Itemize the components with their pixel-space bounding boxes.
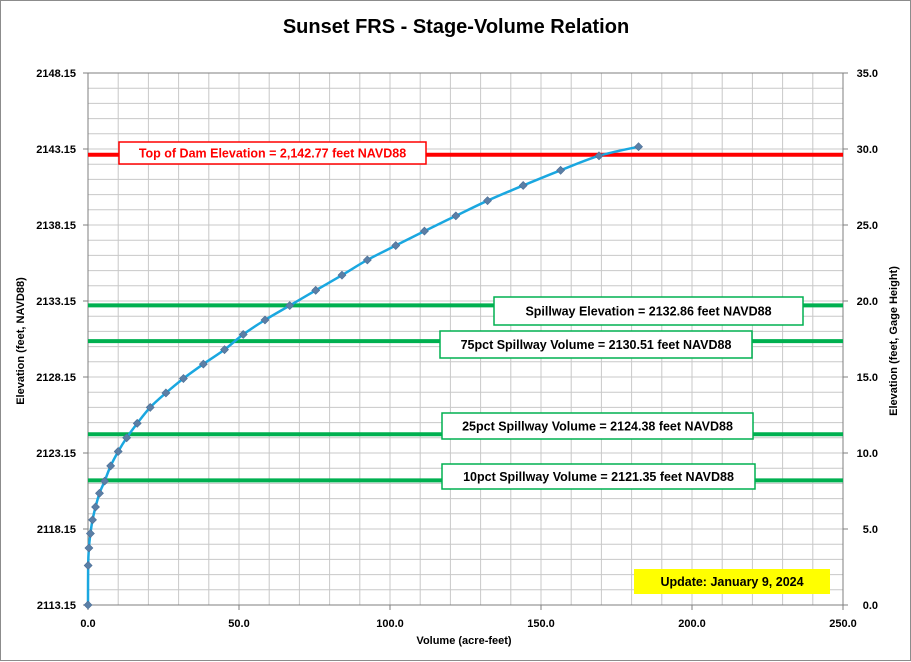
data-point-marker bbox=[238, 330, 248, 339]
chart-title: Sunset FRS - Stage-Volume Relation bbox=[283, 16, 629, 38]
y2-tick-label: 35.0 bbox=[857, 68, 878, 80]
data-point-marker bbox=[83, 561, 93, 570]
data-point-marker bbox=[556, 165, 566, 175]
data-point-marker bbox=[391, 241, 401, 250]
reference-label-box bbox=[441, 463, 756, 490]
reference-label: 25pct Spillway Volume = 2124.38 feet NAV… bbox=[462, 420, 733, 434]
x-tick-label: 150.0 bbox=[527, 618, 555, 630]
data-point-marker bbox=[83, 600, 93, 610]
y-tick-label: 2118.15 bbox=[37, 524, 76, 536]
update-note: Update: January 9, 2024 bbox=[660, 575, 803, 589]
data-point-marker bbox=[91, 502, 100, 512]
annotations: Top of Dam Elevation = 2,142.77 feet NAV… bbox=[118, 141, 830, 594]
data-point-marker bbox=[634, 142, 643, 152]
update-note-box bbox=[634, 569, 830, 594]
data-point-marker bbox=[260, 315, 270, 325]
data-point-marker bbox=[106, 461, 116, 471]
x-tick-label: 0.0 bbox=[80, 618, 95, 630]
data-point-marker bbox=[100, 476, 110, 486]
data-point-marker bbox=[337, 270, 347, 280]
data-point-marker bbox=[362, 255, 372, 265]
reference-label: Top of Dam Elevation = 2,142.77 feet NAV… bbox=[139, 147, 406, 161]
data-point-marker bbox=[220, 345, 229, 355]
data-point-marker bbox=[518, 181, 528, 190]
y2-tick-label: 30.0 bbox=[857, 144, 878, 156]
axes: 2113.15 2118.15 2123.15 2128.15 2133.15 2138.… bbox=[36, 68, 878, 630]
y2-tick-label: 10.0 bbox=[857, 448, 878, 460]
plot-border bbox=[87, 72, 844, 606]
reference-label-box bbox=[493, 296, 804, 326]
y2-tick-label: 0.0 bbox=[863, 600, 878, 612]
y-tick-label: 2133.15 bbox=[36, 296, 76, 308]
data-point-marker bbox=[132, 418, 142, 428]
reference-label-box bbox=[118, 141, 427, 165]
series bbox=[83, 142, 643, 610]
reference-label-box bbox=[441, 412, 754, 440]
data-point-marker bbox=[95, 488, 104, 498]
data-point-marker bbox=[198, 359, 208, 369]
data-point-marker bbox=[113, 447, 123, 456]
data-point-marker bbox=[85, 529, 95, 538]
x-tick-label: 100.0 bbox=[376, 618, 404, 630]
data-point-marker bbox=[84, 543, 94, 553]
y-tick-label: 2138.15 bbox=[36, 220, 76, 232]
data-point-marker bbox=[483, 196, 492, 206]
reference-label: 10pct Spillway Volume = 2121.35 feet NAV… bbox=[463, 470, 734, 484]
y2-tick-label: 20.0 bbox=[857, 296, 878, 308]
data-point-marker bbox=[88, 515, 97, 525]
x-tick-label: 200.0 bbox=[678, 618, 706, 630]
y-tick-label: 2128.15 bbox=[36, 372, 76, 384]
data-point-marker bbox=[451, 211, 461, 221]
data-point-marker bbox=[420, 226, 429, 236]
data-point-marker bbox=[285, 301, 295, 310]
data-point-marker bbox=[122, 433, 132, 443]
series-line bbox=[86, 145, 639, 606]
y-axis-label: Elevation (feet, NAVD88) bbox=[15, 277, 27, 405]
y-tick-label: 2123.15 bbox=[36, 448, 76, 460]
reference-label: Spillway Elevation = 2132.86 feet NAVD88 bbox=[525, 305, 771, 319]
reference-label: 75pct Spillway Volume = 2130.51 feet NAV… bbox=[461, 338, 732, 352]
y2-axis-label: Elevation (feet, Gage Height) bbox=[888, 266, 900, 416]
data-point-marker bbox=[145, 402, 155, 412]
y2-tick-label: 25.0 bbox=[857, 220, 878, 232]
y-tick-label: 2143.15 bbox=[36, 144, 76, 156]
data-point-marker bbox=[311, 285, 321, 295]
x-axis-label: Volume (acre-feet) bbox=[416, 635, 511, 647]
x-tick-label: 50.0 bbox=[228, 618, 249, 630]
y-tick-label: 2113.15 bbox=[37, 600, 76, 612]
y2-tick-label: 15.0 bbox=[857, 372, 878, 384]
reference-label-box bbox=[439, 330, 753, 359]
data-point-marker bbox=[161, 388, 171, 398]
y-tick-label: 2148.15 bbox=[36, 68, 76, 80]
x-tick-label: 250.0 bbox=[829, 618, 857, 630]
data-point-marker bbox=[179, 374, 188, 383]
data-point-marker bbox=[594, 151, 604, 161]
y2-tick-label: 5.0 bbox=[863, 524, 878, 536]
